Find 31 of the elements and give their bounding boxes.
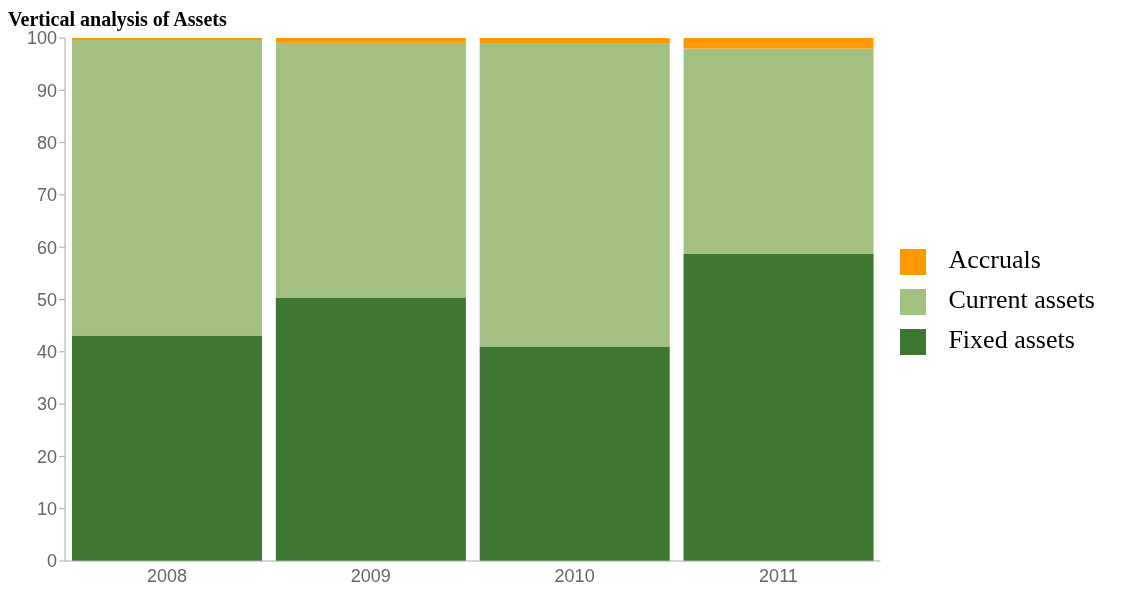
legend-label: Current assets (948, 284, 1095, 314)
bar (683, 254, 874, 561)
y-tick-label: 10 (36, 499, 57, 520)
bar (72, 40, 262, 336)
bar (72, 38, 262, 41)
chart-title: Vertical analysis of Assets (8, 8, 227, 31)
bar (479, 346, 670, 561)
y-tick-label: 40 (36, 342, 57, 363)
y-tick-label: 90 (36, 80, 57, 101)
bar (275, 42, 466, 298)
y-tick-label: 50 (36, 289, 57, 310)
x-tick-label: 2011 (759, 565, 798, 586)
bar (479, 43, 670, 347)
y-tick-label: 70 (36, 185, 57, 206)
bar (275, 297, 466, 561)
bar (72, 335, 262, 561)
bar (479, 38, 670, 44)
bar (275, 38, 466, 43)
bar (683, 38, 874, 49)
y-tick-label: 30 (36, 394, 57, 415)
x-tick-label: 2009 (350, 565, 391, 586)
y-tick-label: 0 (46, 551, 57, 572)
legend-label: Fixed assets (948, 324, 1075, 354)
y-tick-label: 80 (36, 132, 57, 153)
y-tick-label: 20 (36, 446, 57, 467)
x-tick-label: 2010 (554, 565, 595, 586)
y-tick-label: 100 (26, 28, 57, 49)
bar (683, 48, 874, 254)
x-tick-label: 2008 (146, 565, 187, 586)
legend-label: Accruals (948, 244, 1041, 274)
y-tick-label: 60 (36, 237, 57, 258)
